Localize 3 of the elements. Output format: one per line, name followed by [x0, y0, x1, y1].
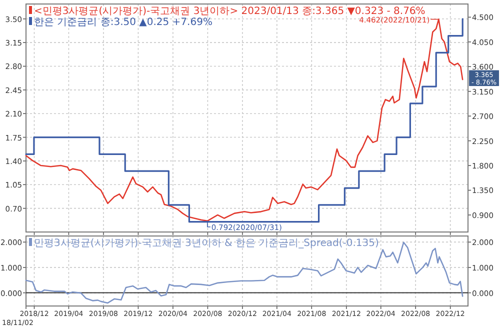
- legend-label: 한은 기준금리 종:3.50 ▲0.25 +7.69%: [34, 17, 212, 28]
- legend-label: 민평3사평균(시가평가)-국고채권 3년이하 & 한은 기준금리_Spread(-0.135): [34, 238, 379, 249]
- legend-label: <민평3사평균(시가평가)-국고채권 3년이하> 2023/01/13 종:3.365 ▼0.323 - 8.76%: [34, 6, 426, 17]
